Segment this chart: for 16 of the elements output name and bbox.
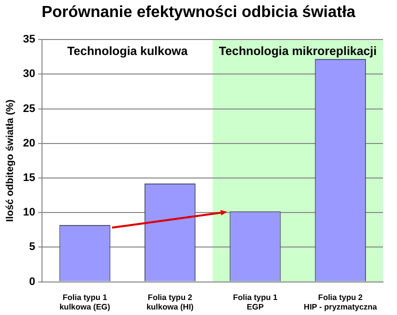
y-tick-label: 0: [29, 276, 36, 288]
y-axis-title: Ilość odbitego światła (%): [4, 100, 16, 222]
x-tick-label: Folia typu 2 HIP - pryzmatyczna: [304, 292, 378, 312]
x-tick-label: Folia typu 2 kulkowa (HI): [146, 292, 194, 312]
y-tick-label: 25: [22, 102, 36, 115]
y-tick-label: 10: [22, 206, 36, 219]
annotation: Technologia kulkowa: [67, 44, 188, 58]
y-tick-label: 5: [29, 241, 36, 254]
chart-title: Porównanie efektywności odbicia światła: [40, 4, 356, 22]
x-tick-label: Folia typu 1 kulkowa (EG): [59, 292, 110, 312]
x-tick-label: Folia typu 1 EGP: [232, 292, 278, 312]
y-tick-label: 30: [22, 68, 36, 80]
y-tick-label: 15: [22, 172, 36, 184]
y-tick-label: 20: [22, 137, 36, 150]
y-tick-label: 35: [22, 34, 36, 46]
band-label: Technologia mikroreplikacji: [218, 44, 377, 58]
